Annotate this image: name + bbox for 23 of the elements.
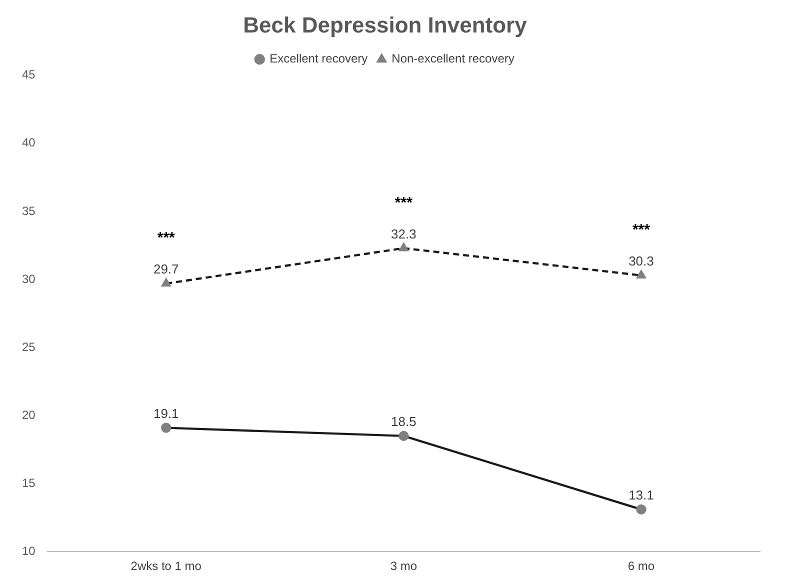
- data-label: 29.7: [153, 262, 179, 277]
- data-label: 19.1: [153, 406, 179, 421]
- data-label: 18.5: [391, 414, 416, 430]
- annotation: ***: [632, 222, 650, 239]
- chart-title: Beck Depression Inventory: [243, 12, 528, 38]
- legend-label: Non-excellent recovery: [392, 52, 514, 66]
- y-tick-label: 40: [22, 136, 36, 150]
- data-label: 30.3: [628, 253, 654, 268]
- data-label: 32.3: [391, 226, 416, 242]
- y-tick-label: 20: [22, 408, 36, 422]
- y-tick-label: 10: [22, 544, 36, 558]
- x-tick-label: 6 mo: [628, 559, 655, 574]
- y-tick-label: 25: [22, 340, 36, 354]
- y-tick-label: 15: [22, 476, 36, 490]
- x-tick-label: 2wks to 1 mo: [130, 559, 202, 574]
- x-tick-label: 3 mo: [390, 559, 418, 574]
- y-tick-label: 35: [22, 204, 36, 218]
- legend-label: Excellent recovery: [270, 52, 368, 66]
- annotation: ***: [394, 194, 413, 212]
- data-label: 13.1: [628, 488, 654, 502]
- annotation: ***: [157, 230, 176, 247]
- y-tick-label: 30: [22, 272, 36, 286]
- y-tick-label: 45: [22, 68, 36, 82]
